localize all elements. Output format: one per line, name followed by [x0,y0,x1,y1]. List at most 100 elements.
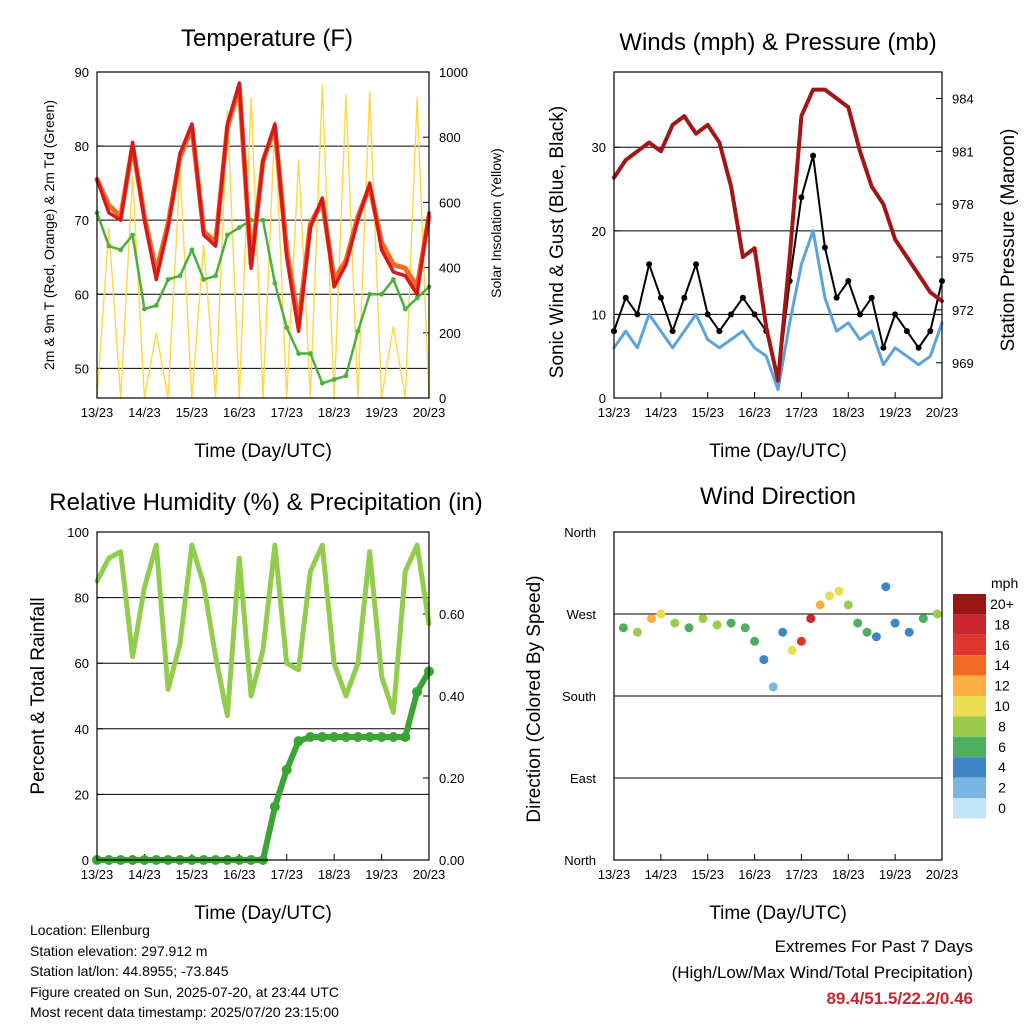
x-tick-label: 16/23 [738,867,771,882]
dewpoint-point [331,377,337,382]
gust-point [845,278,852,284]
dewpoint-point [272,280,278,286]
gust-point [857,311,863,318]
dewpoint-point [296,351,301,356]
temp-9m-series-line [94,84,432,327]
direction-point [904,627,914,637]
x-tick-label: 13/23 [81,867,114,882]
wind-series-line [612,229,944,392]
legend-label: 20+ [990,596,1014,612]
dewpoint-point [343,373,349,379]
y2-tick-label: 978 [952,197,974,212]
plot-frame [96,531,430,861]
gust-point [833,294,840,301]
precip-point [400,732,411,742]
gust-point [915,344,922,351]
direction-point [698,614,708,624]
gust-point [716,328,723,335]
y2-tick-label: 200 [439,326,461,341]
legend-label: 8 [998,718,1006,734]
legend-swatch [953,696,986,717]
legend-swatch [953,655,986,676]
direction-point [787,645,797,655]
y-tick-label: 60 [75,656,89,671]
x-tick-label: 19/23 [879,405,912,420]
precip-point [388,732,399,742]
y-tick-label: 20 [75,787,89,802]
y2-tick-label: 0.20 [439,771,464,786]
gust-point [868,294,875,301]
direction-point [834,586,844,596]
x-tick-label: 15/23 [176,867,209,882]
dewpoint-point [260,217,266,223]
humidity-precip-panel: Relative Humidity (%) & Precipitation (i… [28,489,483,924]
legend-label: 6 [998,739,1006,755]
y2-tick-label: 969 [952,356,974,371]
x-tick-label: 19/23 [365,405,398,420]
pressure-series-line [612,87,944,383]
y2-tick-label: 975 [952,250,974,265]
dewpoint-point [284,325,290,330]
legend-swatch [953,757,986,778]
gust-point [880,344,887,351]
legend-swatch [953,716,986,737]
direction-point [647,614,656,624]
direction-point [768,682,778,692]
dewpoint-point [308,351,313,356]
x-tick-label: 14/23 [128,405,161,420]
extremes-values: 89.4/51.5/22.2/0.46 [826,989,973,1008]
dewpoint-point [225,232,230,238]
y-axis-label: Direction (Colored By Speed) [524,575,545,822]
x-tick-label: 18/23 [832,405,865,420]
direction-point [932,609,942,619]
x-axis-label: Time (Day/UTC) [194,441,332,462]
x-tick-label: 20/23 [413,867,446,882]
legend-swatch [953,777,986,798]
dewpoint-point [118,247,124,253]
station-latlon: Station lat/lon: 44.8955; -73.845 [30,963,229,979]
legend-swatch [953,798,986,819]
x-tick-label: 17/23 [785,867,818,882]
legend-label: 2 [998,780,1006,796]
gust-series-line [613,154,943,383]
x-axis-label: Time (Day/UTC) [194,903,332,924]
y-tick-label: 20 [592,224,606,239]
y2-tick-label: 800 [439,130,461,145]
gust-point [903,328,910,335]
precip-point [341,732,351,742]
gust-point [892,311,899,318]
x-tick-label: 17/23 [270,867,303,882]
dewpoint-point [402,306,408,312]
x-tick-label: 19/23 [365,867,398,882]
precip-point [305,732,316,742]
extremes-subtitle: (High/Low/Max Wind/Total Precipitation) [671,963,973,982]
temperature-panel: Temperature (F) 13/23 14/23 15/23 16/23 17/23… [41,25,504,462]
y-tick-label: 40 [75,722,89,737]
x-axis-label: Time (Day/UTC) [709,903,847,924]
dewpoint-point [379,291,384,297]
rh-series-line [94,542,432,719]
legend-label: 14 [994,657,1010,673]
y2-tick-label: 981 [952,144,974,159]
x-tick-label: 16/23 [223,405,256,420]
y2-axis-label: Station Pressure (Maroon) [998,129,1019,352]
direction-point [796,636,806,646]
legend-swatch [953,594,986,615]
legend-swatch [953,634,986,656]
y2-tick-label: 984 [952,91,974,106]
legend-label: 10 [994,698,1010,714]
dewpoint-point [213,273,219,279]
dewpoint-point [142,306,147,312]
direction-point [918,614,928,624]
dewpoint-point [414,295,420,301]
recent-timestamp: Most recent data timestamp: 2025/07/20 2… [30,1004,339,1020]
dewpoint-point [189,247,195,253]
x-tick-label: 17/23 [785,405,818,420]
y-tick-label: 90 [75,65,89,80]
gust-point [669,328,676,335]
x-tick-label: 14/23 [645,405,678,420]
x-tick-label: 20/23 [926,867,959,882]
direction-point [815,600,825,610]
x-tick-label: 13/23 [598,867,631,882]
